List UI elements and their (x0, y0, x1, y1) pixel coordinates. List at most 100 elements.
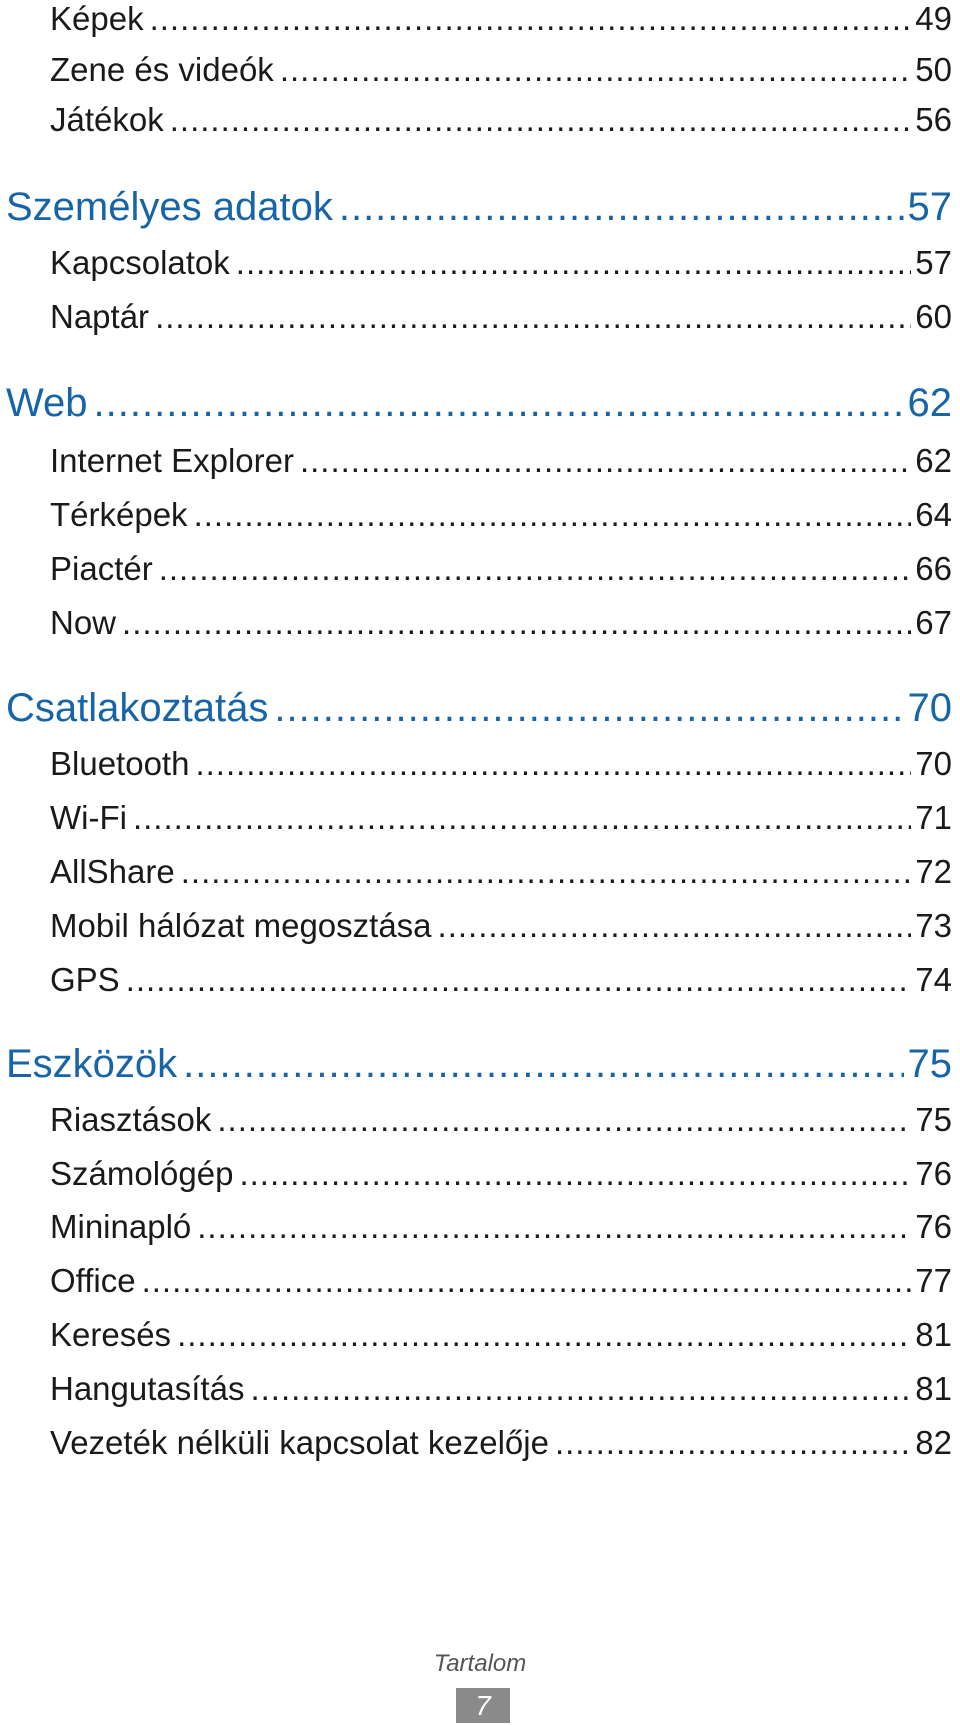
toc-entry-page: 66 (915, 550, 952, 587)
dot-leader (250, 1370, 911, 1408)
dot-leader (280, 51, 911, 89)
toc-entry[interactable]: Képek 49 (50, 0, 952, 38)
toc-entry[interactable]: Naptár 60 (50, 298, 952, 336)
dot-leader (126, 961, 912, 999)
dot-leader (142, 1262, 912, 1300)
toc-entry-label: Zene és videók (50, 51, 274, 88)
page-number-badge: 7 (456, 1688, 510, 1723)
toc-entry-page: 74 (915, 961, 952, 998)
toc-entry-label: Térképek (50, 496, 188, 533)
toc-section-page: 62 (907, 381, 953, 425)
toc-entry-page: 70 (915, 745, 952, 782)
toc-entry-page: 76 (915, 1155, 952, 1192)
toc-entry-page: 57 (915, 244, 952, 281)
toc-entry-label: Internet Explorer (50, 442, 294, 479)
toc-entry-page: 60 (915, 298, 952, 335)
toc-entry[interactable]: Riasztások 75 (50, 1101, 952, 1139)
toc-entry-page: 71 (915, 799, 952, 836)
toc-entry-page: 56 (915, 101, 952, 138)
toc-entry[interactable]: AllShare 72 (50, 853, 952, 891)
dot-leader (133, 799, 911, 837)
toc-section-label: Eszközök (6, 1042, 178, 1086)
toc-entry-page: 81 (915, 1316, 952, 1353)
toc-entry[interactable]: Kapcsolatok 57 (50, 244, 952, 282)
toc-section-heading[interactable]: Eszközök 75 (6, 1042, 952, 1087)
toc-entry-page: 50 (915, 51, 952, 88)
dot-leader (159, 550, 912, 588)
toc-entry[interactable]: Wi-Fi 71 (50, 799, 952, 837)
toc-entry-label: Bluetooth (50, 745, 190, 782)
toc-entry-label: Mininapló (50, 1208, 192, 1245)
footer-section-name: Tartalom (433, 1650, 527, 1677)
dot-leader (177, 1316, 911, 1354)
toc-entry-label: Vezeték nélküli kapcsolat kezelője (50, 1424, 549, 1461)
dot-leader (300, 442, 911, 480)
toc-entry-page: 77 (915, 1262, 952, 1299)
toc-entry-label: Kapcsolatok (50, 244, 230, 281)
toc-entry[interactable]: GPS 74 (50, 961, 952, 999)
toc-section-heading[interactable]: Csatlakoztatás 70 (6, 686, 952, 731)
dot-leader (195, 745, 911, 783)
toc-entry-page: 67 (915, 604, 952, 641)
toc-entry[interactable]: Bluetooth 70 (50, 745, 952, 783)
toc-entry-label: GPS (50, 961, 120, 998)
toc-entry-label: Képek (50, 0, 144, 37)
toc-section-label: Web (6, 381, 88, 425)
dot-leader (155, 298, 911, 336)
toc-entry-label: AllShare (50, 853, 175, 890)
dot-leader (122, 604, 911, 642)
toc-entry-label: Számológép (50, 1155, 234, 1192)
dot-leader (194, 496, 912, 534)
toc-entry-label: Keresés (50, 1316, 172, 1353)
toc-entry-label: Naptár (50, 298, 150, 335)
toc-section-heading[interactable]: Web 62 (6, 381, 952, 426)
toc-entry[interactable]: Mobil hálózat megosztása 73 (50, 907, 952, 945)
dot-leader (339, 185, 904, 230)
toc-section-heading[interactable]: Személyes adatok 57 (6, 185, 952, 230)
toc-entry-label: Riasztások (50, 1101, 212, 1138)
toc-section-page: 57 (907, 185, 953, 229)
toc-entry[interactable]: Internet Explorer 62 (50, 442, 952, 480)
toc-entry[interactable]: Vezeték nélküli kapcsolat kezelője 82 (50, 1424, 952, 1462)
toc-entry[interactable]: Piactér 66 (50, 550, 952, 588)
toc-entry[interactable]: Számológép 76 (50, 1155, 952, 1193)
dot-leader (150, 0, 912, 38)
toc-section-label: Személyes adatok (6, 185, 333, 229)
toc-entry-page: 76 (915, 1208, 952, 1245)
dot-leader (236, 244, 912, 282)
toc-entry-page: 81 (915, 1370, 952, 1407)
toc-section-page: 75 (907, 1042, 953, 1086)
dot-leader (239, 1155, 911, 1193)
toc-entry-page: 49 (915, 0, 952, 37)
toc-entry[interactable]: Játékok 56 (50, 101, 952, 139)
toc-entry[interactable]: Mininapló 76 (50, 1208, 952, 1246)
toc-entry-label: Office (50, 1262, 136, 1299)
toc-entry[interactable]: Zene és videók 50 (50, 51, 952, 89)
toc-entry-label: Hangutasítás (50, 1370, 245, 1407)
dot-leader (438, 907, 912, 945)
dot-leader (183, 1042, 903, 1087)
dot-leader (181, 853, 912, 891)
toc-entry[interactable]: Hangutasítás 81 (50, 1370, 952, 1408)
toc-entry-page: 75 (915, 1101, 952, 1138)
toc-entry[interactable]: Now 67 (50, 604, 952, 642)
toc-entry-page: 72 (915, 853, 952, 890)
dot-leader (217, 1101, 911, 1139)
dot-leader (274, 686, 903, 731)
toc-entry[interactable]: Térképek 64 (50, 496, 952, 534)
toc-entry-page: 73 (915, 907, 952, 944)
toc-entry-label: Játékok (50, 101, 164, 138)
toc-entry-page: 82 (915, 1424, 952, 1461)
dot-leader (197, 1208, 911, 1246)
dot-leader (94, 381, 904, 426)
toc-entry[interactable]: Keresés 81 (50, 1316, 952, 1354)
toc-entry-label: Now (50, 604, 117, 641)
toc-entry-label: Piactér (50, 550, 153, 587)
toc-entry-label: Mobil hálózat megosztása (50, 907, 432, 944)
dot-leader (555, 1424, 911, 1462)
toc-entry-page: 64 (915, 496, 952, 533)
toc-entry-label: Wi-Fi (50, 799, 127, 836)
toc-entry-page: 62 (915, 442, 952, 479)
toc-section-page: 70 (907, 686, 953, 730)
toc-entry[interactable]: Office 77 (50, 1262, 952, 1300)
